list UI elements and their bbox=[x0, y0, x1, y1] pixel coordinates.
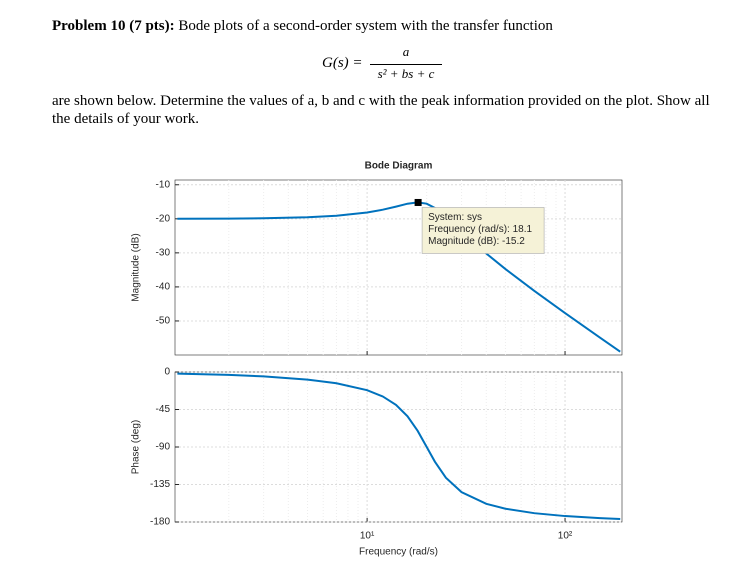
problem-heading: Problem 10 (7 pts): Bode plots of a seco… bbox=[52, 18, 553, 35]
fraction-bar bbox=[370, 64, 442, 65]
datatip-text: Frequency (rad/s): 18.1 bbox=[428, 224, 532, 235]
problem-label: Problem 10 (7 pts): bbox=[52, 18, 175, 34]
y-tick-label: -30 bbox=[156, 248, 171, 259]
axes-box bbox=[174, 371, 623, 523]
y-tick-label: -20 bbox=[156, 213, 171, 224]
y-tick-label: -45 bbox=[156, 404, 171, 415]
equation-lhs: G(s) = bbox=[322, 55, 363, 71]
axes-box bbox=[174, 179, 623, 356]
y-tick-label: -40 bbox=[156, 282, 171, 293]
y-tick-label: -135 bbox=[150, 479, 170, 490]
equation-denominator: s² + bs + c bbox=[377, 66, 435, 81]
y-axis-label: Phase (deg) bbox=[131, 420, 142, 474]
problem-intro: Bode plots of a second-order system with… bbox=[178, 18, 553, 34]
y-axis-label: Magnitude (dB) bbox=[131, 233, 142, 301]
datatip-text: System: sys bbox=[428, 212, 482, 223]
x-tick-label: 10² bbox=[558, 531, 573, 542]
chart-title: Bode Diagram bbox=[365, 161, 433, 172]
y-tick-label: -10 bbox=[156, 179, 171, 190]
equation-numerator: a bbox=[402, 44, 410, 59]
datatip-text: Magnitude (dB): -15.2 bbox=[428, 236, 525, 247]
datatip-box bbox=[421, 207, 545, 254]
curve bbox=[177, 372, 621, 520]
x-axis-label: Frequency (rad/s) bbox=[359, 547, 438, 558]
curve bbox=[177, 201, 621, 353]
y-tick-label: -90 bbox=[156, 442, 171, 453]
datatip-marker bbox=[414, 198, 422, 206]
y-tick-label: 0 bbox=[164, 367, 170, 378]
y-tick-label: -50 bbox=[156, 316, 171, 327]
y-tick-label: -180 bbox=[150, 517, 170, 528]
x-tick-label: 10¹ bbox=[360, 531, 375, 542]
problem-body: are shown below. Determine the values of… bbox=[52, 93, 710, 127]
